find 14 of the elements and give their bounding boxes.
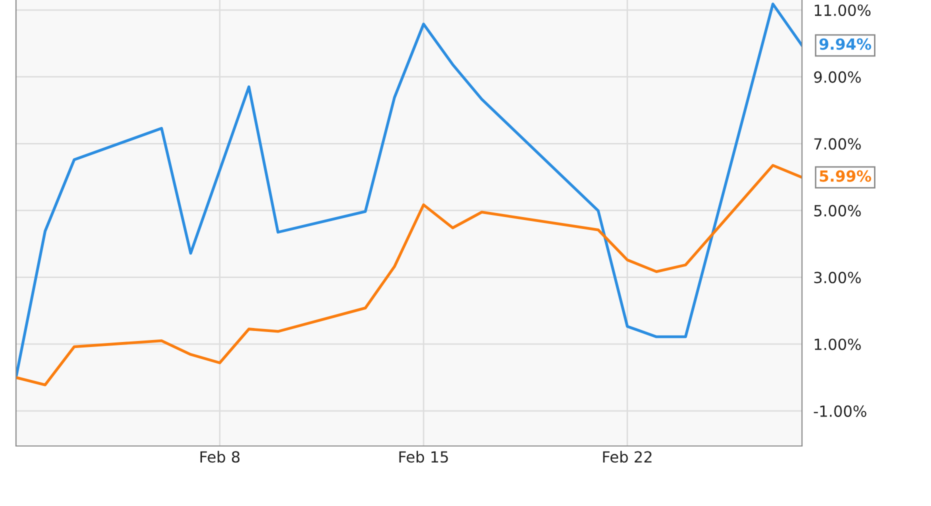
y-tick-label: 3.00% [814, 272, 861, 284]
y-tick-label: 5.00% [814, 204, 861, 216]
y-tick-label: -1.00% [814, 405, 866, 417]
data-label: 5.99% [820, 170, 872, 182]
y-tick-label: 9.00% [814, 71, 861, 83]
y-tick-label: 1.00% [814, 338, 861, 350]
y-tick-label: 11.00% [814, 4, 871, 16]
x-tick-label: Feb 22 [603, 450, 652, 463]
x-tick-label: Feb 15 [399, 450, 448, 463]
line-series [16, 164, 802, 386]
line-series [16, 2, 802, 379]
data-label: 9.94% [819, 38, 872, 50]
x-tick-label: Feb 8 [200, 450, 240, 463]
y-tick-label: 7.00% [814, 138, 861, 150]
